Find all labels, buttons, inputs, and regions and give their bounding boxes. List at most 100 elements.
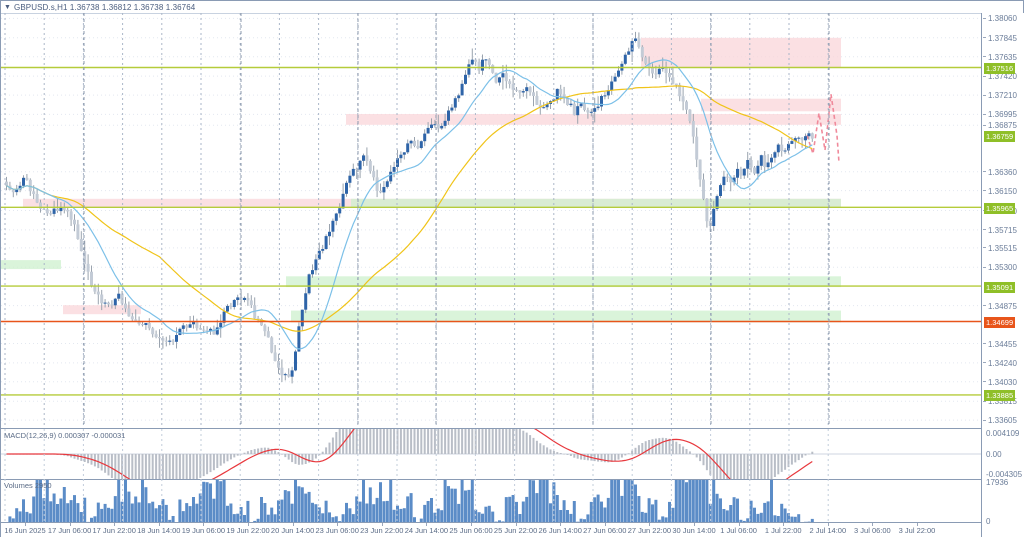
time-tick-mark — [292, 523, 294, 526]
time-tick-mark — [248, 523, 249, 526]
level-price-tag[interactable]: 1.34699 — [984, 317, 1016, 328]
time-tick-label: 25 Jun 06:00 — [449, 526, 493, 535]
level-price-tag[interactable]: 1.35091 — [984, 281, 1016, 293]
volume-tick-label: 0 — [986, 517, 991, 526]
price-axis[interactable]: 1.38060 1.37845 1.37635 1.37420 1.37210 1.369… — [981, 13, 1024, 537]
volume-title: Volumes 2950 — [4, 481, 52, 490]
price-tick-mark — [983, 37, 986, 39]
volume-pane[interactable]: Volumes 2950 — [1, 479, 981, 530]
time-tick-label: 23 Jun 06:00 — [315, 526, 359, 535]
time-tick-mark — [827, 523, 829, 526]
time-tick-label: 27 Jun 22:00 — [627, 526, 672, 535]
price-tick-mark — [983, 362, 986, 364]
price-tick-label: 1.34455 — [988, 339, 1017, 349]
price-tick-mark — [983, 94, 986, 96]
price-tick-label: 1.34240 — [988, 358, 1017, 368]
price-tick-label: 1.37420 — [988, 72, 1017, 82]
time-tick-mark — [560, 523, 562, 526]
price-tick-mark — [983, 343, 986, 344]
chart-title-bar: ▼ GBPUSD.s,H1 1.36738 1.36812 1.36738 1.… — [1, 1, 1023, 14]
price-tick-label: 1.33605 — [988, 416, 1017, 426]
time-tick-mark — [917, 523, 918, 526]
time-tick-label: 3 Jul 06:00 — [854, 526, 891, 535]
price-tick-label: 1.37635 — [988, 52, 1017, 62]
symbol-ohlc-label: GBPUSD.s,H1 1.36738 1.36812 1.36738 1.36… — [14, 3, 196, 12]
macd-plot — [1, 429, 981, 479]
price-tick-mark — [983, 247, 986, 249]
time-tick-label: 20 Jun 14:00 — [270, 526, 315, 535]
time-tick-label: 3 Jul 22:00 — [898, 526, 936, 535]
time-tick-mark — [158, 523, 160, 526]
price-tick-label: 1.36360 — [988, 167, 1017, 177]
time-tick-mark — [25, 523, 26, 526]
price-tick-mark — [983, 56, 986, 58]
price-tick-mark — [983, 171, 986, 173]
price-tick-label: 1.35515 — [988, 243, 1017, 253]
time-axis[interactable]: 16 Jun 2025 17 Jun 06:00 17 Jun 22:00 18 Ju… — [1, 522, 981, 538]
time-tick-label: 17 Jun 06:00 — [47, 526, 92, 535]
time-tick-mark — [649, 523, 651, 526]
level-price-tag[interactable]: 1.33885 — [984, 390, 1016, 402]
time-tick-label: 2 Jul 14:00 — [809, 526, 847, 535]
price-tick-mark — [983, 75, 986, 77]
time-tick-mark — [515, 523, 517, 526]
time-tick-mark — [872, 523, 874, 526]
price-tick-label: 1.36995 — [988, 110, 1017, 120]
price-tick-mark — [983, 124, 986, 126]
time-tick-label: 17 Jun 22:00 — [92, 526, 136, 535]
price-plot — [1, 13, 981, 426]
price-tick-label: 1.36150 — [988, 186, 1017, 196]
price-tick-mark — [983, 113, 986, 115]
time-tick-label: 23 Jun 22:00 — [360, 526, 404, 535]
time-tick-label: 19 Jun 22:00 — [226, 526, 270, 535]
price-tick-mark — [983, 381, 986, 383]
price-tick-label: 1.37845 — [988, 33, 1017, 43]
time-tick-mark — [738, 523, 740, 526]
time-tick-mark — [604, 523, 606, 526]
macd-title: MACD(12,26,9) 0.000307 -0.000031 — [4, 431, 126, 440]
time-tick-mark — [426, 523, 428, 526]
current-price-tag[interactable]: 1.36759 — [984, 131, 1016, 143]
level-price-tag[interactable]: 1.35965 — [984, 202, 1016, 214]
time-tick-mark — [694, 523, 695, 526]
price-tick-mark — [983, 305, 986, 307]
price-tick-label: 1.35715 — [988, 225, 1017, 235]
price-tick-label: 1.37210 — [988, 91, 1017, 101]
price-tick-label: 1.38060 — [988, 14, 1017, 24]
collapse-icon[interactable]: ▼ — [4, 4, 11, 11]
time-tick-label: 24 Jun 14:00 — [404, 526, 449, 535]
time-tick-mark — [203, 523, 205, 526]
time-tick-label: 25 Jun 22:00 — [493, 526, 538, 535]
price-tick-mark — [983, 17, 986, 19]
time-tick-label: 27 Jun 06:00 — [583, 526, 627, 535]
time-tick-label: 1 Jul 06:00 — [720, 526, 757, 535]
time-tick-mark — [783, 523, 785, 526]
time-tick-mark — [381, 523, 383, 526]
macd-tick-label: 0.004109 — [986, 429, 1020, 438]
price-tick-label: 1.33815 — [988, 397, 1017, 407]
time-tick-label: 30 Jun 14:00 — [672, 526, 716, 535]
price-tick-label: 1.35300 — [988, 263, 1017, 273]
price-tick-label: 1.36875 — [988, 121, 1017, 131]
time-tick-label: 1 Jul 22:00 — [764, 526, 802, 535]
time-tick-label: 16 Jun 2025 — [4, 526, 46, 535]
level-price-tag[interactable]: 1.37516 — [984, 63, 1016, 74]
time-tick-label: 18 Jun 14:00 — [137, 526, 181, 535]
price-tick-mark — [983, 190, 986, 192]
time-tick-mark — [114, 523, 116, 526]
time-tick-mark — [471, 523, 472, 526]
volume-tick-label: 17936 — [986, 478, 1009, 487]
time-tick-mark — [337, 523, 339, 526]
macd-tick-label: 0.00 — [986, 450, 1002, 459]
time-tick-mark — [69, 523, 71, 526]
macd-tick-label: -0.004305 — [986, 470, 1023, 479]
volume-plot — [1, 479, 981, 529]
time-tick-label: 26 Jun 14:00 — [538, 526, 582, 535]
time-tick-label: 19 Jun 06:00 — [181, 526, 226, 535]
price-chart-pane[interactable] — [1, 13, 981, 426]
macd-pane[interactable]: MACD(12,26,9) 0.000307 -0.000031 — [1, 428, 981, 480]
price-tick-label: 1.34875 — [988, 301, 1017, 311]
price-tick-mark — [983, 419, 986, 421]
price-tick-label: 1.34030 — [988, 377, 1017, 387]
